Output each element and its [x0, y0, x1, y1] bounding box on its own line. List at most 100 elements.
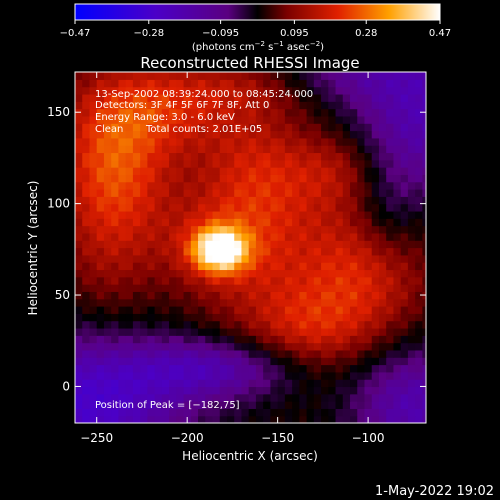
heatmap-cell: [82, 145, 91, 154]
heatmap-cell: [234, 262, 243, 271]
heatmap-cell: [190, 189, 199, 197]
heatmap-cell: [198, 240, 206, 249]
heatmap-cell: [111, 284, 120, 292]
heatmap-cell: [118, 357, 127, 366]
heatmap-cell: [284, 218, 293, 227]
heatmap-cell: [169, 137, 177, 146]
heatmap-cell: [154, 137, 163, 146]
heatmap-cell: [125, 276, 134, 285]
heatmap-cell: [198, 247, 206, 256]
heatmap-cell: [96, 79, 105, 88]
heatmap-cell: [321, 320, 329, 329]
heatmap-cell: [335, 291, 344, 300]
heatmap-cell: [255, 152, 264, 161]
heatmap-cell: [378, 145, 387, 154]
heatmap-cell: [183, 130, 192, 139]
heatmap-cell: [212, 130, 221, 139]
heatmap-cell: [89, 401, 98, 409]
heatmap-cell: [378, 218, 387, 227]
heatmap-cell: [422, 159, 426, 168]
heatmap-cell: [284, 86, 293, 95]
heatmap-cell: [183, 247, 192, 256]
heatmap-cell: [226, 335, 235, 344]
heatmap-cell: [284, 167, 293, 175]
colorbar-ticks: −0.47 −0.28 −0.095 0.095 0.28 0.47: [60, 20, 451, 39]
heatmap-cell: [212, 225, 221, 234]
heatmap-cell: [357, 123, 366, 132]
heatmap-cell: [321, 101, 329, 110]
heatmap-cell: [255, 291, 264, 300]
heatmap-cell: [321, 357, 329, 366]
heatmap-cell: [342, 276, 351, 285]
heatmap-cell: [357, 189, 366, 197]
heatmap-cell: [190, 291, 199, 300]
heatmap-cell: [132, 276, 141, 285]
heatmap-cell: [103, 349, 112, 358]
heatmap-cell: [96, 93, 105, 102]
heatmap-cell: [248, 364, 257, 373]
heatmap-cell: [400, 232, 409, 241]
heatmap-cell: [270, 123, 279, 132]
heatmap-cell: [212, 327, 221, 336]
heatmap-cell: [313, 240, 322, 249]
heatmap-cell: [241, 203, 250, 212]
heatmap-cell: [415, 123, 423, 132]
heatmap-cell: [198, 262, 206, 271]
heatmap-cell: [140, 86, 148, 95]
heatmap-cell: [415, 335, 423, 344]
heatmap-cell: [198, 203, 206, 212]
heatmap-cell: [190, 393, 199, 402]
heatmap-cell: [154, 79, 163, 88]
heatmap-cell: [118, 203, 127, 212]
heatmap-cell: [350, 408, 358, 417]
heatmap-cell: [263, 327, 271, 336]
heatmap-cell: [89, 364, 98, 373]
heatmap-cell: [364, 401, 373, 409]
heatmap-cell: [321, 247, 329, 256]
heatmap-cell: [299, 152, 308, 161]
heatmap-cell: [226, 357, 235, 366]
heatmap-cell: [386, 349, 395, 358]
heatmap-cell: [342, 93, 351, 102]
heatmap-cell: [255, 79, 264, 88]
heatmap-cell: [147, 225, 156, 234]
heatmap-cell: [190, 335, 199, 344]
heatmap-cell: [407, 254, 416, 263]
heatmap-cell: [241, 393, 250, 402]
heatmap-cell: [321, 137, 329, 146]
heatmap-cell: [241, 320, 250, 329]
heatmap-cell: [335, 101, 344, 110]
heatmap-cell: [284, 320, 293, 329]
heatmap-cell: [342, 115, 351, 124]
heatmap-cell: [125, 262, 134, 271]
heatmap-cell: [205, 306, 214, 314]
heatmap-cell: [190, 320, 199, 329]
heatmap-cell: [234, 86, 243, 95]
heatmap-cell: [161, 364, 170, 373]
heatmap-cell: [154, 167, 163, 175]
heatmap-cell: [190, 415, 199, 423]
heatmap-cell: [183, 313, 192, 322]
heatmap-cell: [313, 371, 322, 380]
heatmap-cell: [378, 386, 387, 395]
heatmap-cell: [342, 327, 351, 336]
heatmap-cell: [241, 145, 250, 154]
heatmap-cell: [292, 313, 300, 322]
heatmap-cell: [154, 174, 163, 183]
heatmap-cell: [415, 342, 423, 351]
heatmap-cell: [342, 189, 351, 197]
heatmap-cell: [198, 93, 206, 102]
heatmap-cell: [364, 86, 373, 95]
heatmap-cell: [205, 130, 214, 139]
heatmap-cell: [415, 415, 423, 423]
heatmap-cell: [350, 335, 358, 344]
heatmap-cell: [371, 93, 380, 102]
heatmap-cell: [147, 247, 156, 256]
heatmap-cell: [277, 72, 286, 80]
heatmap-cell: [169, 123, 177, 132]
heatmap-cell: [400, 386, 409, 395]
heatmap-cell: [190, 276, 199, 285]
heatmap-cell: [321, 349, 329, 358]
heatmap-cell: [190, 101, 199, 110]
